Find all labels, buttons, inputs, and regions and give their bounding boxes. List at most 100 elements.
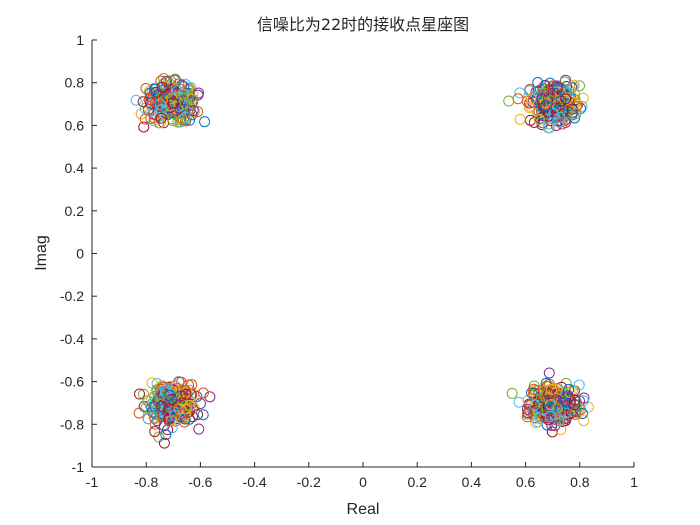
data-point xyxy=(529,399,541,411)
data-point xyxy=(147,90,159,102)
data-point xyxy=(506,387,518,399)
data-point xyxy=(182,90,194,102)
y-ticks: -1 -0.8 -0.6 -0.4 -0.2 0 0.2 0.4 0.6 0.8 1 xyxy=(60,32,97,475)
y-tick-label: 0.8 xyxy=(65,75,85,91)
data-point xyxy=(554,111,566,123)
data-point xyxy=(157,381,169,393)
data-point xyxy=(551,403,563,415)
data-point xyxy=(551,81,563,93)
data-point xyxy=(171,85,183,97)
data-point xyxy=(525,93,537,105)
data-point xyxy=(153,431,165,443)
data-point xyxy=(157,101,169,113)
y-tick-label: 0.6 xyxy=(65,117,85,133)
data-point xyxy=(167,396,179,408)
data-point xyxy=(543,92,555,104)
x-tick-label: 0.2 xyxy=(407,474,427,490)
y-tick-label: -0.4 xyxy=(60,331,84,347)
data-point xyxy=(530,417,542,429)
data-point xyxy=(133,388,145,400)
data-point xyxy=(543,367,555,379)
data-point xyxy=(560,93,572,105)
data-point xyxy=(570,108,582,120)
data-point xyxy=(148,400,160,412)
data-point xyxy=(569,394,581,406)
data-point xyxy=(160,75,172,87)
x-tick-label: 0.8 xyxy=(570,474,590,490)
data-point xyxy=(542,122,554,134)
data-point xyxy=(539,391,551,403)
data-point xyxy=(180,388,192,400)
data-point xyxy=(186,109,198,121)
data-point xyxy=(155,103,167,115)
data-point xyxy=(563,383,575,395)
data-point xyxy=(546,384,558,396)
data-point xyxy=(146,377,158,389)
data-point xyxy=(144,87,156,99)
data-point xyxy=(540,99,552,111)
x-tick-label: 0.6 xyxy=(516,474,536,490)
data-point xyxy=(176,79,188,91)
data-point xyxy=(548,108,560,120)
x-tick-label: -1 xyxy=(86,474,99,490)
data-point xyxy=(130,94,142,106)
data-point xyxy=(149,412,161,424)
data-point xyxy=(178,81,190,93)
y-tick-label: -0.2 xyxy=(60,288,84,304)
data-point xyxy=(528,380,540,392)
data-point xyxy=(181,110,193,122)
data-point xyxy=(160,429,172,441)
data-point xyxy=(558,397,570,409)
data-point xyxy=(567,81,579,93)
data-point xyxy=(573,379,585,391)
data-point xyxy=(513,396,525,408)
x-tick-label: 0 xyxy=(359,474,367,490)
data-point xyxy=(514,113,526,125)
data-point xyxy=(164,389,176,401)
data-point xyxy=(144,400,156,412)
scatter-points xyxy=(130,73,594,449)
data-point xyxy=(151,385,163,397)
chart-title: 信噪比为22时的接收点星座图 xyxy=(257,15,469,34)
data-point xyxy=(139,113,151,125)
data-point xyxy=(175,390,187,402)
data-point xyxy=(503,95,515,107)
y-tick-label: 0 xyxy=(76,246,84,262)
data-point xyxy=(566,107,578,119)
data-point xyxy=(554,87,566,99)
data-point xyxy=(154,117,166,129)
data-point xyxy=(142,413,154,425)
x-tick-label: -0.8 xyxy=(134,474,158,490)
data-point xyxy=(167,114,179,126)
data-point xyxy=(558,394,570,406)
data-point xyxy=(578,415,590,427)
data-point xyxy=(187,104,199,116)
data-point xyxy=(535,97,547,109)
data-point xyxy=(521,411,533,423)
y-tick-label: 0.4 xyxy=(65,160,85,176)
data-point xyxy=(544,401,556,413)
data-point xyxy=(546,419,558,431)
data-point xyxy=(574,80,586,92)
data-point xyxy=(204,391,216,403)
x-axis-label: Real xyxy=(347,501,380,518)
data-point xyxy=(193,87,205,99)
data-point xyxy=(533,113,545,125)
x-tick-label: -0.2 xyxy=(297,474,321,490)
data-point xyxy=(546,426,558,438)
data-point xyxy=(149,426,161,438)
y-tick-label: 0.2 xyxy=(65,203,85,219)
data-point xyxy=(199,116,211,128)
x-tick-label: -0.6 xyxy=(188,474,212,490)
y-tick-label: 1 xyxy=(76,32,84,48)
data-point xyxy=(532,405,544,417)
data-point xyxy=(167,97,179,109)
data-point xyxy=(138,121,150,133)
data-point xyxy=(192,106,204,118)
data-point xyxy=(169,409,181,421)
data-point xyxy=(561,81,573,93)
data-point xyxy=(577,395,589,407)
x-tick-label: 1 xyxy=(630,474,638,490)
data-point xyxy=(569,399,581,411)
